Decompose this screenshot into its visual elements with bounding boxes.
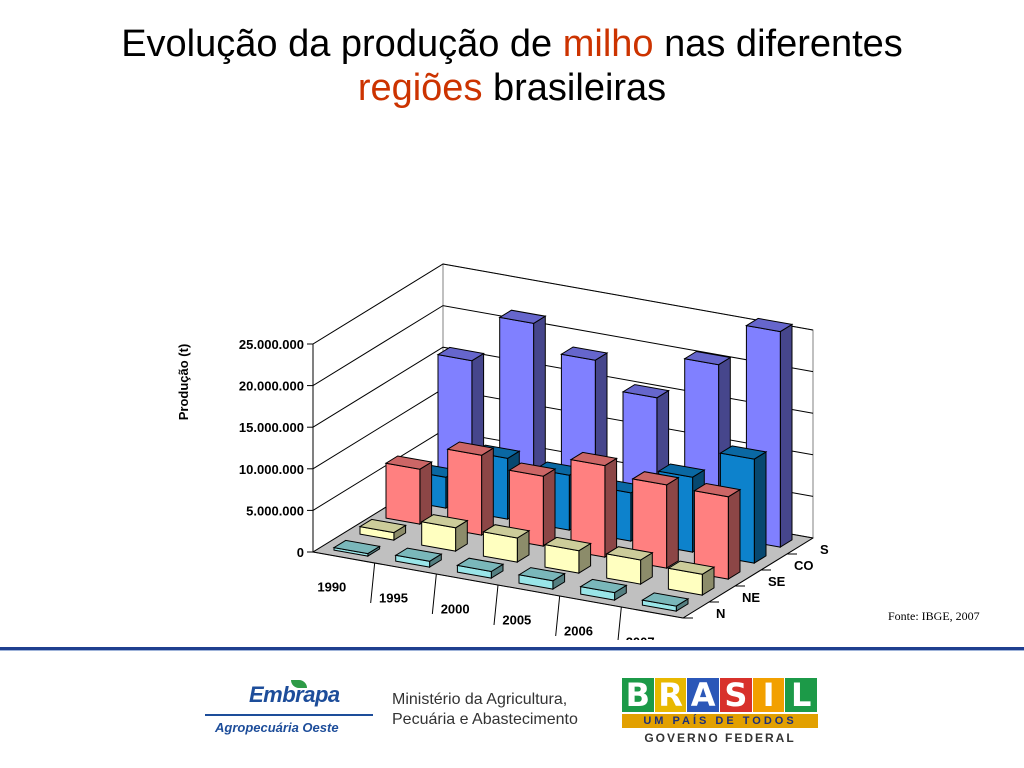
gridline (312, 263, 814, 345)
x-tick-label: 1990 (317, 580, 346, 595)
bar-n-2005 (517, 567, 566, 590)
bar-se-1990 (384, 455, 433, 525)
bar-ne-1995 (420, 514, 469, 552)
bar-n-1990 (332, 539, 381, 557)
bar-n-2006 (579, 578, 628, 601)
brasil-letter-l: L (785, 678, 818, 712)
brasil-governo-federal: GOVERNO FEDERAL (644, 731, 796, 745)
title-highlight-milho: milho (562, 23, 654, 65)
x-tick (370, 562, 376, 604)
brasil-letter-s: S (720, 678, 752, 712)
brasil-tagline: UM PAÍS DE TODOS (622, 714, 818, 728)
bar-ne-2006 (605, 546, 654, 585)
x-tick-label: 2007 (626, 635, 655, 641)
y-tick-label: 20.000.000 (239, 379, 304, 394)
depth-tick-label: S (820, 542, 829, 557)
y-axis-title: Produção (t) (176, 344, 191, 421)
title-text-3: brasileiras (482, 67, 667, 109)
bar-ne-2005 (543, 536, 592, 574)
footer-rule (0, 647, 1024, 650)
y-tick-label: 15.000.000 (239, 420, 304, 435)
title-highlight-regioes: regiões (357, 67, 483, 109)
bar-se-2007 (693, 482, 742, 580)
y-tick-label: 0 (297, 545, 304, 560)
bar-ne-2007 (667, 560, 716, 596)
x-tick-label: 2006 (564, 624, 593, 639)
ministry-line-1: Ministério da Agricultura, (392, 691, 568, 708)
bar-n-2007 (641, 592, 690, 612)
slide-title: Evolução da produção de milho nas difere… (0, 22, 1024, 110)
ministry-line-2: Pecuária e Abastecimento (392, 711, 578, 728)
x-tick (555, 595, 561, 637)
y-tick-label: 5.000.000 (246, 503, 304, 518)
brasil-letter-a: A (687, 678, 720, 712)
bar-se-2006 (631, 471, 680, 569)
depth-tick-label: NE (742, 590, 760, 605)
x-tick-label: 2000 (441, 602, 470, 617)
depth-tick-label: SE (768, 574, 786, 589)
embrapa-unit: Agropecuária Oeste (215, 720, 339, 735)
brasil-letter-r: R (654, 678, 687, 712)
bar-se-2000 (508, 462, 557, 547)
bar-n-2000 (456, 557, 505, 579)
footer-rule-accent (0, 650, 1024, 651)
gridline (312, 305, 814, 387)
bar-n-1995 (394, 547, 443, 568)
brasil-letter-b: B (622, 678, 654, 712)
bar-se-1995 (446, 441, 495, 536)
embrapa-leaf-icon (291, 680, 307, 688)
embrapa-divider (205, 714, 373, 716)
source-note: Fonte: IBGE, 2007 (888, 609, 980, 623)
depth-tick-label: N (716, 606, 725, 621)
x-tick-label: 2005 (502, 613, 531, 628)
depth-tick-label: CO (794, 558, 814, 573)
x-tick (493, 584, 499, 626)
title-text-2: nas diferentes (653, 23, 903, 65)
depth-axis-line (682, 537, 814, 619)
title-text-1: Evolução da produção de (121, 23, 563, 65)
bar-ne-2000 (482, 524, 531, 563)
embrapa-logo: Embrapa Agropecuária Oeste (205, 678, 373, 740)
x-tick (431, 573, 437, 615)
bar-se-2005 (569, 451, 618, 558)
production-3d-bar-chart: 0 5.000.000 10.000.000 15.000.000 20.000.000… (176, 263, 829, 641)
x-tick (617, 606, 622, 640)
ministry-logo: Ministério da Agricultura, Pecuária e Ab… (392, 690, 578, 730)
brasil-letter-i: I (752, 678, 785, 712)
y-tick-label: 25.000.000 (239, 337, 304, 352)
bar-ne-1990 (358, 518, 407, 541)
x-axis-line (312, 551, 684, 619)
y-tick-label: 10.000.000 (239, 462, 304, 477)
x-tick-label: 1995 (379, 591, 408, 606)
embrapa-wordmark: Embrapa (249, 682, 340, 707)
